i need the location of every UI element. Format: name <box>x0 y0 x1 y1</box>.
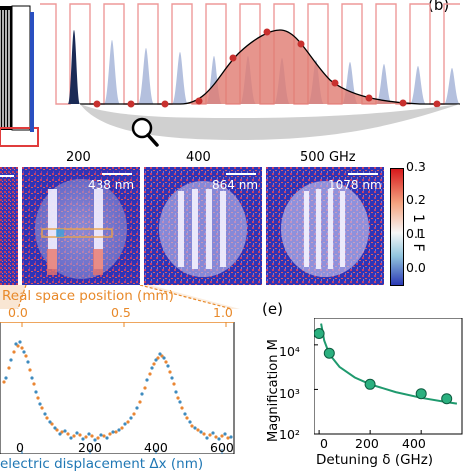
chart-xtick-2: 400 <box>402 436 426 451</box>
data-point <box>314 328 325 339</box>
colorbar-tick-0: 0.3 <box>406 159 426 174</box>
chart-ytick-0: 10⁴ <box>279 344 300 359</box>
pulse-sequence-plot <box>40 3 460 147</box>
top-tick-1: 0.5 <box>111 305 131 320</box>
data-point <box>323 347 335 359</box>
colorbar-label: 1 − F <box>410 214 426 252</box>
bottom-tick-0: 0 <box>16 440 24 455</box>
chart-xtick-1: 200 <box>355 436 379 451</box>
panel-b-left-crop <box>0 0 40 150</box>
image-left-crop <box>0 167 18 285</box>
panel-e-label: (e) <box>262 300 283 318</box>
image-500: 1078 nm <box>266 167 384 285</box>
series-blue <box>4 340 233 442</box>
bottom-tick-3: 600 <box>210 440 234 455</box>
data-point <box>364 378 376 390</box>
colorbar <box>390 168 404 286</box>
initial-pulse <box>68 30 80 104</box>
scale-bar <box>348 173 378 175</box>
data-point <box>441 393 453 405</box>
top-tick-0: 0.0 <box>8 305 28 320</box>
scale-bar <box>226 173 256 175</box>
colorbar-tick-3: 0.0 <box>406 260 426 275</box>
column-label-400: 400 <box>186 150 211 165</box>
zoom-lines <box>0 285 240 309</box>
colorbar-tick-1: 0.2 <box>406 192 426 207</box>
magnification-chart <box>314 318 463 435</box>
zoom-swoosh <box>80 104 460 140</box>
envelope-fill <box>80 30 460 104</box>
chart-xtick-0: 0 <box>320 436 328 451</box>
scale-label-500: 1078 nm <box>328 178 382 192</box>
image-400: 864 nm <box>144 167 262 285</box>
top-tick-2: 1.0 <box>213 305 233 320</box>
envelope-curve <box>80 29 460 105</box>
image-200: 438 nm <box>22 167 140 285</box>
scale-label-400: 864 nm <box>212 178 259 192</box>
magnifier-icon <box>131 117 159 147</box>
bottom-axis-label: electric displacement Δx (nm) <box>0 456 204 472</box>
chart-ytick-2: 10² <box>279 427 300 442</box>
column-label-500: 500 GHz <box>300 150 356 165</box>
series-orange <box>2 344 230 440</box>
cavity-windows <box>40 3 460 105</box>
fit-curve <box>320 323 458 405</box>
profile-plot <box>0 322 235 454</box>
top-axis-label: Real space position (mm) <box>2 288 174 304</box>
scale-bar <box>102 173 132 175</box>
column-label-200: 200 <box>66 150 91 165</box>
bottom-tick-1: 200 <box>78 440 102 455</box>
scale-label-200: 438 nm <box>88 178 135 192</box>
data-point <box>415 388 427 400</box>
colorbar-tick-2: 0.1 <box>406 226 426 241</box>
sample-dots <box>93 28 441 108</box>
chart-ytick-1: 10³ <box>279 386 300 401</box>
chart-xlabel: Detuning δ (GHz) <box>316 452 434 468</box>
bottom-tick-2: 400 <box>144 440 168 455</box>
